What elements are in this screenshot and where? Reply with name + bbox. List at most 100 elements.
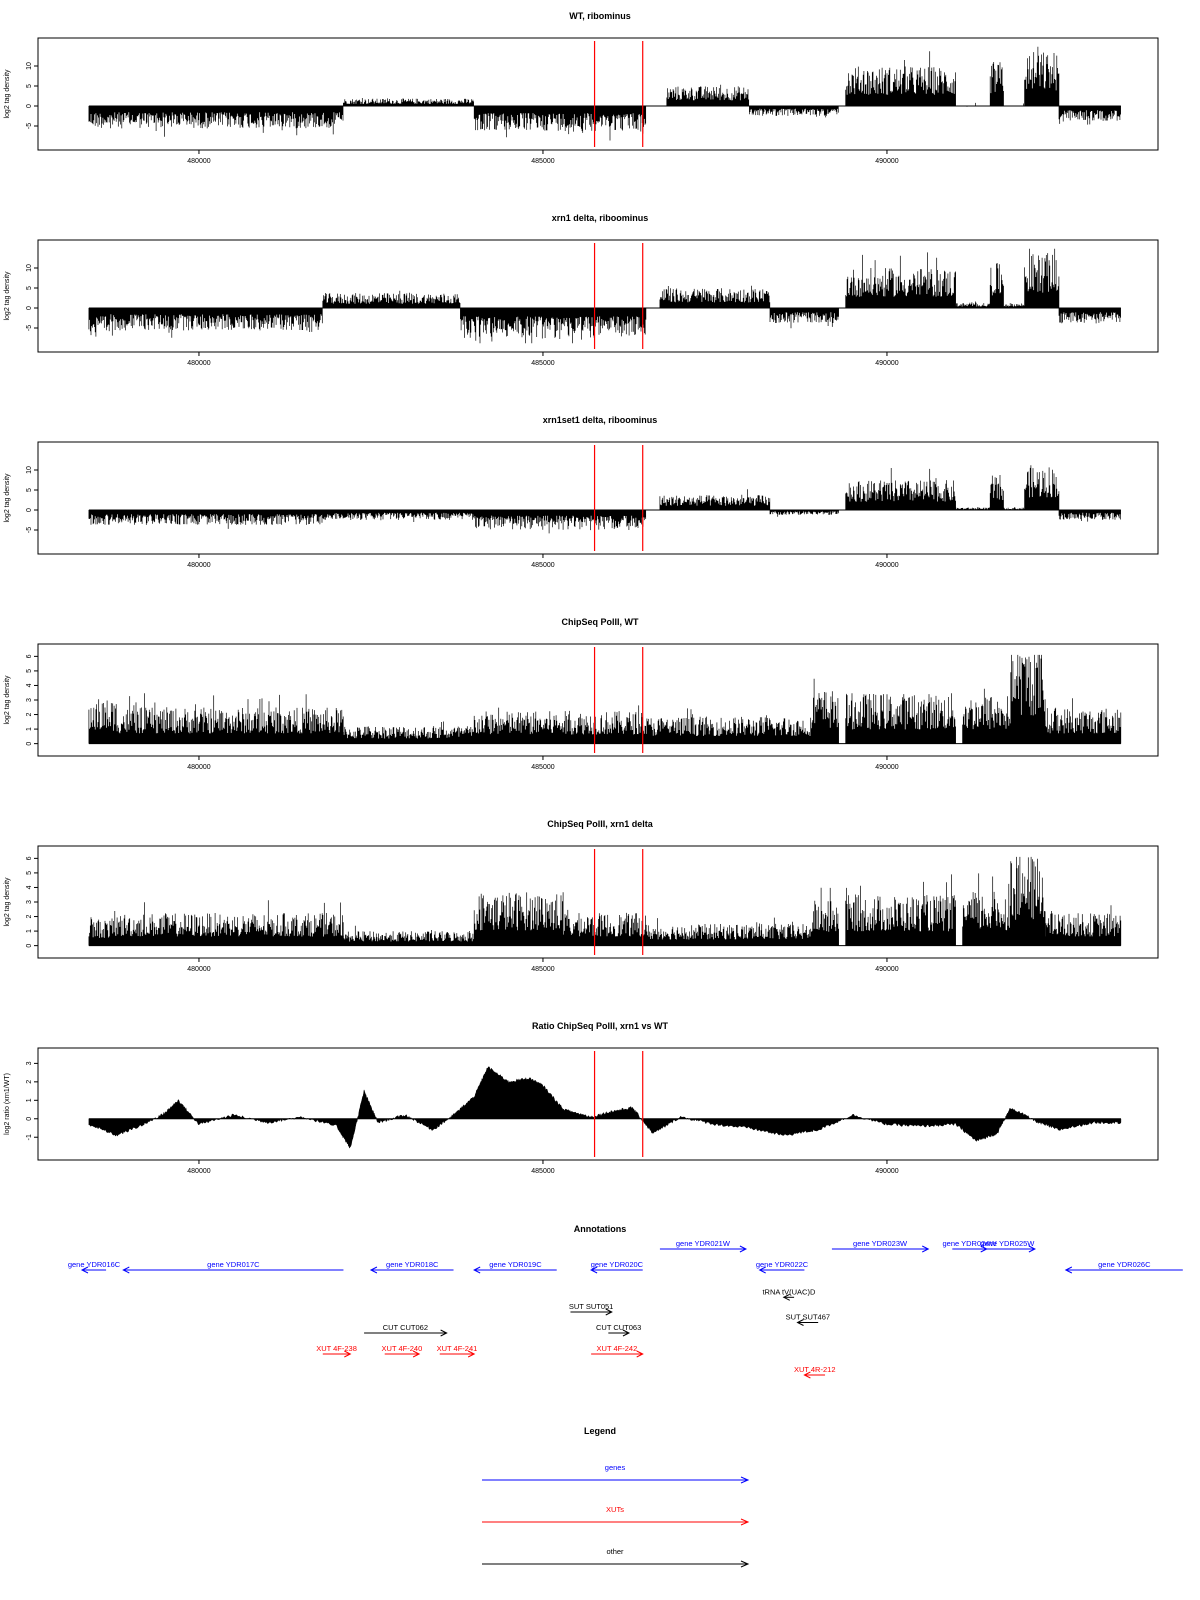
legend-entry-other: other [482, 1547, 750, 1568]
feature-xut-4r-212: XUT 4R-212 [794, 1365, 835, 1379]
x-tick-label: 480000 [187, 764, 210, 771]
x-tick-label: 490000 [875, 158, 898, 165]
legend-entry-xuts: XUTs [482, 1505, 750, 1526]
arrow-head-icon [740, 1560, 750, 1568]
y-tick-label: 5 [26, 669, 33, 673]
arrow-head-icon [1064, 1266, 1073, 1274]
y-tick-label: 3 [26, 1061, 33, 1065]
feature-xut-4f-241: XUT 4F-241 [437, 1344, 478, 1358]
feature-label: XUT 4F-241 [437, 1344, 478, 1353]
chart-title: ChipSeq PolII, xrn1 delta [547, 819, 654, 829]
arrow-head-icon [590, 1266, 598, 1274]
y-axis-label: log2 tag density [4, 877, 11, 927]
y-tick-label: 3 [26, 900, 33, 904]
feature-gene-ydr022c: gene YDR022C [756, 1260, 809, 1274]
arrow-head-icon [605, 1308, 613, 1316]
x-tick-label: 485000 [531, 360, 554, 367]
feature-label: gene YDR017C [207, 1260, 260, 1269]
y-axis-label: log2 tag density [4, 473, 11, 523]
feature-label: gene YDR020C [591, 1260, 644, 1269]
y-tick-label: 6 [26, 856, 33, 860]
plot-frame [37, 239, 1159, 353]
feature-label: gene YDR022C [756, 1260, 809, 1269]
y-tick-label: 0 [26, 104, 33, 108]
legend-label: other [606, 1547, 624, 1556]
arrow-head-icon [369, 1266, 378, 1274]
data-series [88, 465, 1121, 534]
chart-panel-3: ChipSeq PolII, WT log2 tag density 0 1 2 3 4 5 6… [4, 617, 1159, 771]
y-tick-label: 2 [26, 914, 33, 918]
chart-title: xrn1set1 delta, riboominus [543, 415, 658, 425]
y-tick-label: 3 [26, 698, 33, 702]
arrow-head-icon [80, 1266, 89, 1274]
x-tick-label: 490000 [875, 1168, 898, 1175]
feature-label: XUT 4F-242 [597, 1344, 638, 1353]
y-axis-label: log2 ratio (xrn1/WT) [4, 1073, 11, 1135]
x-tick-label: 480000 [187, 562, 210, 569]
chart-panel-2: xrn1set1 delta, riboominus log2 tag densi… [4, 415, 1159, 569]
feature-gene-ydr016c: gene YDR016C [68, 1260, 121, 1274]
arrow-head-icon [636, 1350, 644, 1358]
x-tick-label: 485000 [531, 764, 554, 771]
x-tick-label: 485000 [531, 1168, 554, 1175]
arrow-head-icon [473, 1266, 481, 1274]
data-series [88, 1066, 1122, 1150]
chart-panel-5: Ratio ChipSeq PolII, xrn1 vs WT log2 rati… [4, 1021, 1159, 1175]
x-tick-label: 490000 [875, 966, 898, 973]
y-axis-label: log2 tag density [4, 69, 11, 119]
feature-label: tRNA tV(UAC)D [762, 1287, 816, 1296]
y-axis-label: log2 tag density [4, 675, 11, 725]
feature-gene-ydr021w: gene YDR021W [659, 1239, 748, 1253]
feature-label: gene YDR021W [676, 1239, 731, 1248]
y-tick-label: 1 [26, 929, 33, 933]
x-tick-label: 480000 [187, 158, 210, 165]
arrow-head-icon [922, 1245, 930, 1253]
chart-panel-0: WT, ribominus log2 tag density -5 0 5 10 48000… [4, 11, 1159, 165]
y-tick-label: 10 [26, 466, 33, 474]
arrow-head-icon [467, 1350, 476, 1358]
feature-gene-ydr019c: gene YDR019C [473, 1260, 557, 1274]
chart-panel-1: xrn1 delta, riboominus log2 tag density -5… [4, 213, 1159, 367]
feature-label: gene YDR023W [853, 1239, 908, 1248]
y-tick-label: -1 [26, 1134, 33, 1140]
feature-gene-ydr023w: gene YDR023W [831, 1239, 930, 1253]
y-tick-label: 10 [26, 62, 33, 70]
signal-bars [88, 654, 1122, 744]
x-tick-label: 480000 [187, 966, 210, 973]
plot-frame [37, 441, 1159, 555]
data-series [88, 654, 1122, 745]
feature-sut-sut051: SUT SUT051 [569, 1302, 613, 1316]
annotations-title: Annotations [574, 1224, 627, 1234]
x-tick-label: 490000 [875, 360, 898, 367]
annotations-track: Annotations gene YDR016C gene YDR017C gene … [68, 1224, 1183, 1379]
plot-frame [37, 37, 1159, 151]
y-tick-label: 1 [26, 1098, 33, 1102]
signal-bars [88, 248, 1121, 344]
chart-title: ChipSeq PolII, WT [562, 617, 639, 627]
plot-frame [37, 1047, 1159, 1161]
feature-gene-ydr018c: gene YDR018C [369, 1260, 454, 1274]
chart-title: Ratio ChipSeq PolII, xrn1 vs WT [532, 1021, 669, 1031]
arrow-head-icon [344, 1350, 352, 1358]
y-tick-label: 6 [26, 654, 33, 658]
y-tick-label: 0 [26, 1117, 33, 1121]
feature-label: gene YDR025W [980, 1239, 1035, 1248]
signal-bars [88, 856, 1122, 946]
data-series [88, 248, 1121, 344]
legend-label: XUTs [606, 1505, 624, 1514]
feature-label: CUT CUT062 [383, 1323, 428, 1332]
x-tick-label: 485000 [531, 158, 554, 165]
x-tick-label: 490000 [875, 764, 898, 771]
feature-sut-sut467: SUT SUT467 [786, 1313, 830, 1326]
y-tick-label: 4 [26, 683, 33, 687]
y-tick-label: 0 [26, 944, 33, 948]
y-tick-label: 10 [26, 264, 33, 272]
y-tick-label: -5 [26, 527, 33, 533]
feature-trna-tv-uac-d: tRNA tV(UAC)D [762, 1287, 816, 1301]
arrow-head-icon [740, 1476, 750, 1484]
arrow-head-icon [758, 1266, 766, 1274]
feature-label: gene YDR016C [68, 1260, 121, 1269]
arrow-head-icon [803, 1371, 811, 1379]
feature-gene-ydr025w: gene YDR025W [979, 1239, 1036, 1253]
